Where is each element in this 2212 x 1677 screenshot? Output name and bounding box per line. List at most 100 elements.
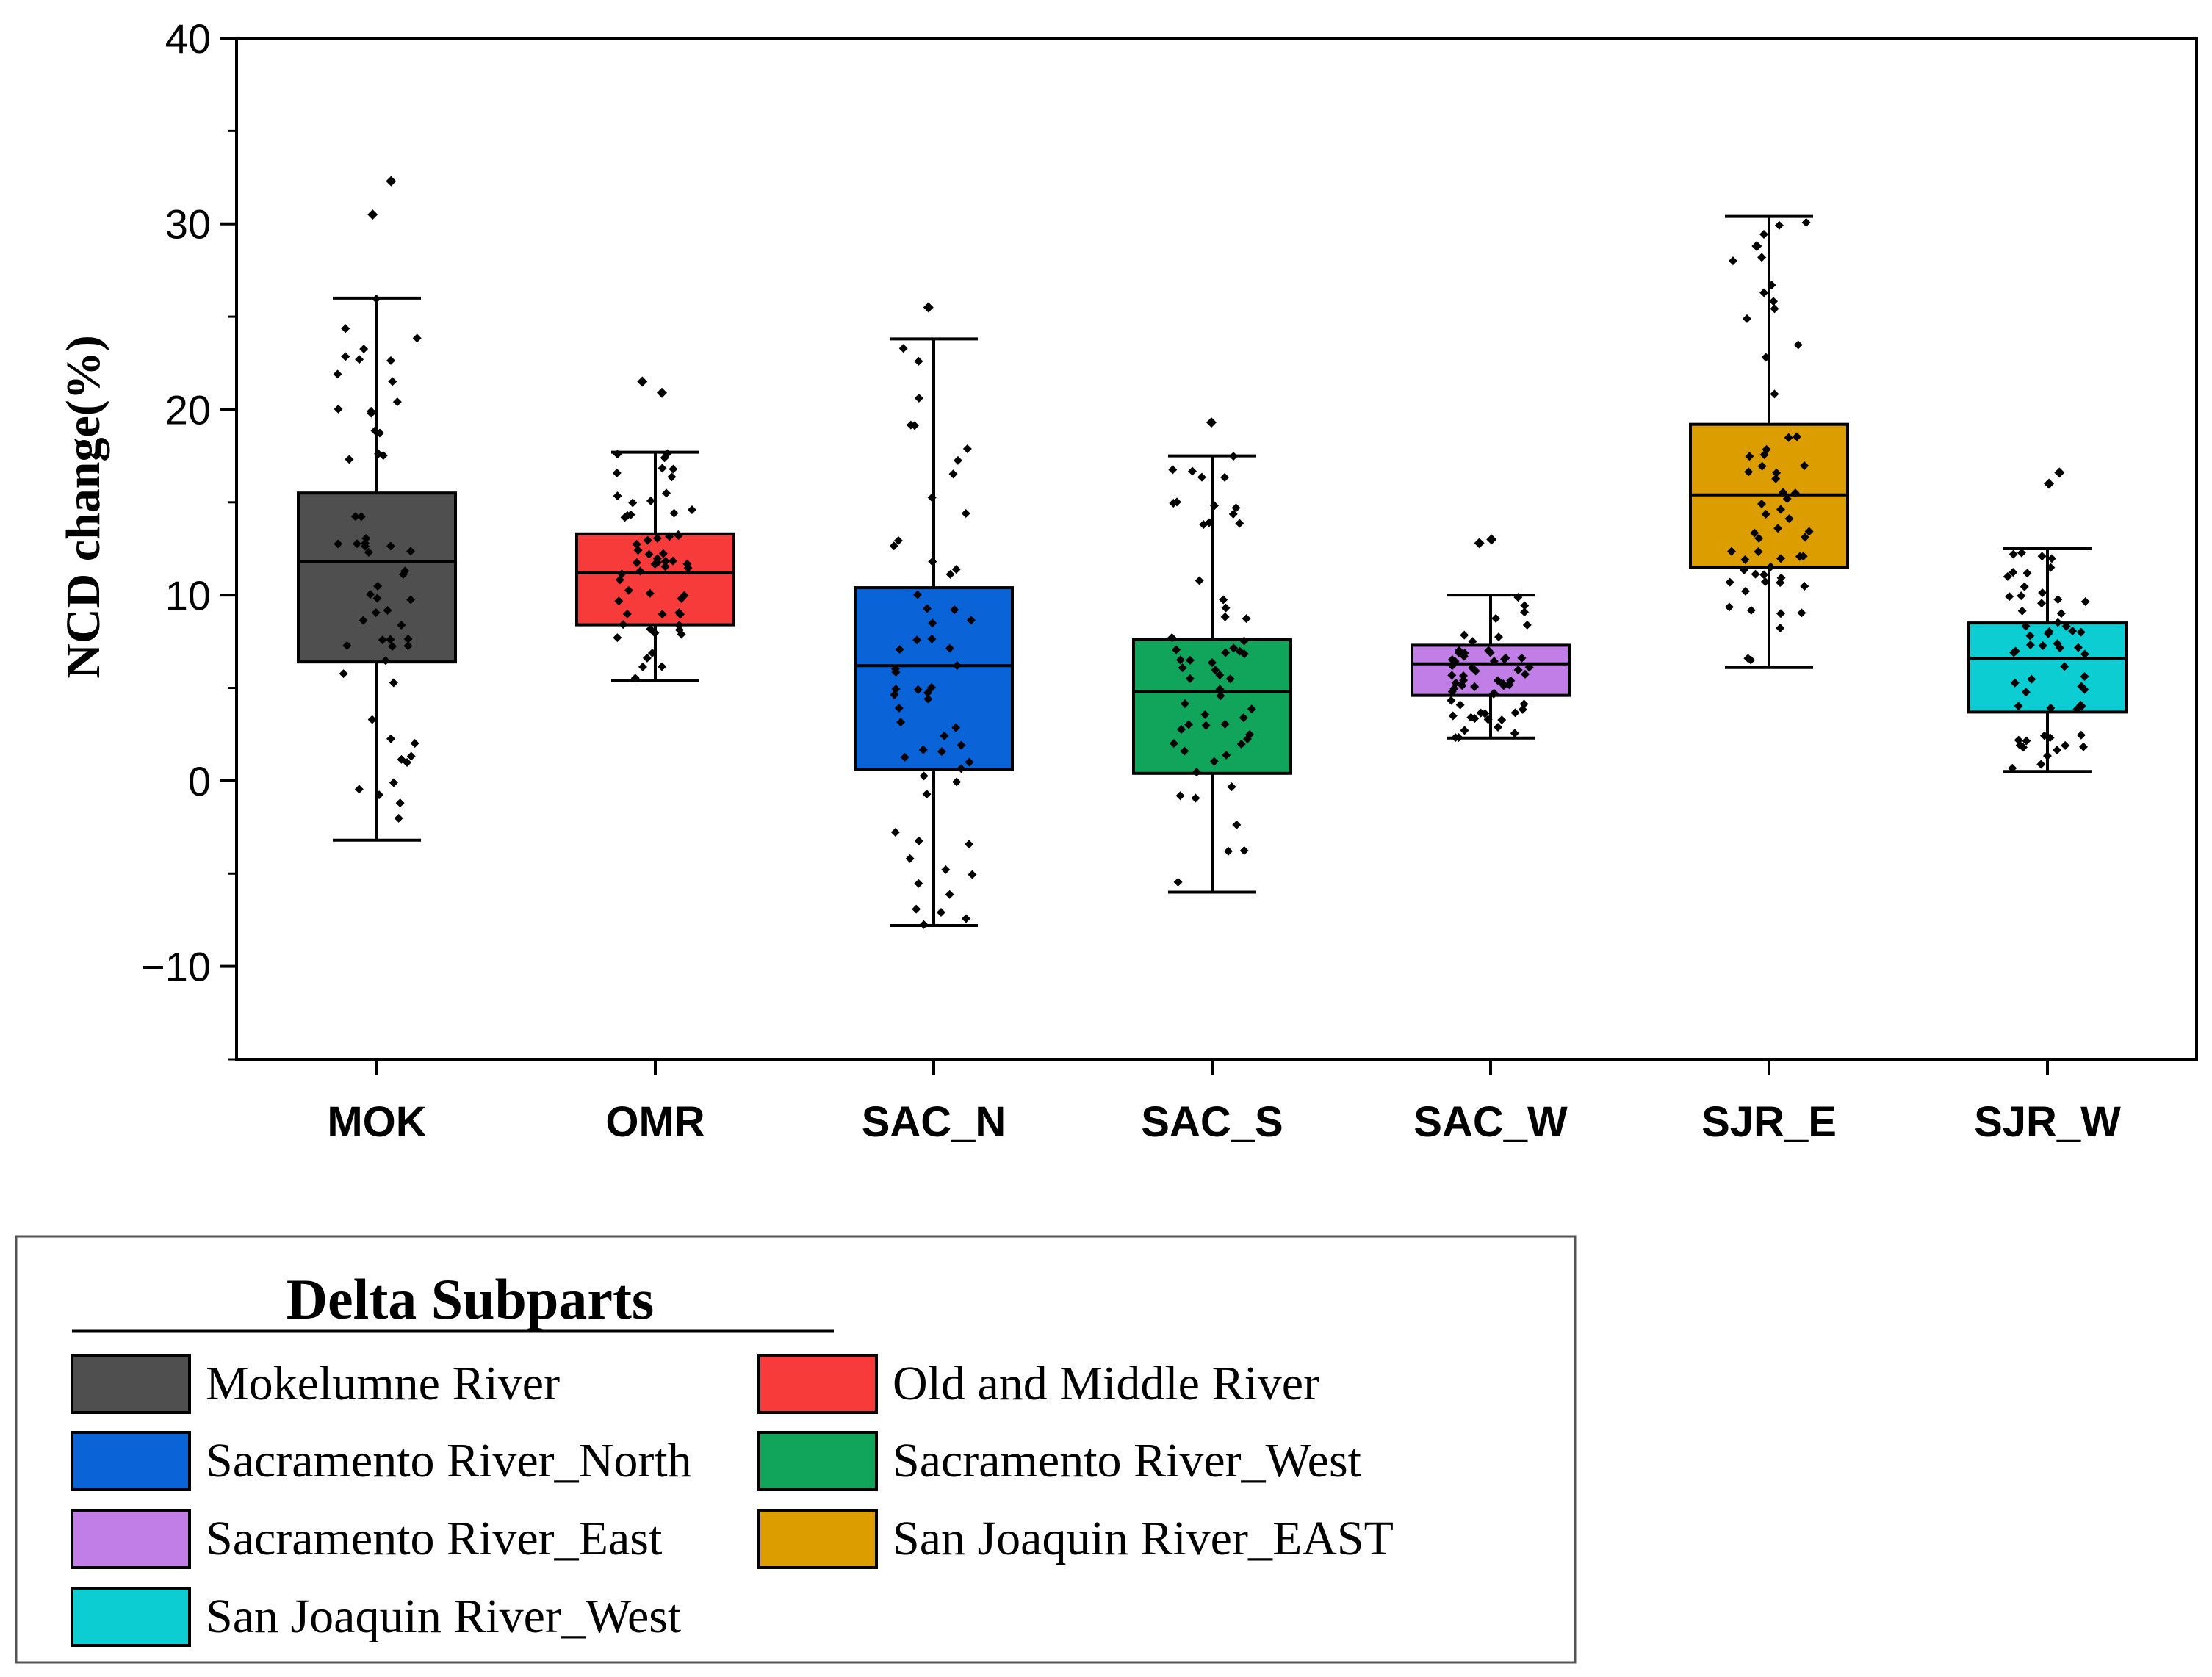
outlier-point — [386, 176, 397, 187]
data-point — [668, 556, 677, 566]
data-point — [2027, 674, 2036, 684]
data-point — [1221, 648, 1231, 657]
data-point — [2025, 631, 2035, 641]
data-point — [2053, 746, 2062, 755]
data-point — [360, 538, 370, 548]
data-point — [403, 634, 413, 643]
data-point — [683, 563, 693, 573]
data-point — [1770, 389, 1779, 399]
data-point — [1447, 671, 1457, 680]
data-point — [341, 324, 350, 333]
data-point — [2022, 569, 2032, 578]
data-point — [961, 508, 970, 518]
data-point — [366, 590, 375, 599]
data-point — [1501, 653, 1510, 663]
data-point — [890, 664, 900, 674]
data-point — [913, 590, 923, 599]
data-point — [2046, 703, 2056, 713]
outlier-point — [2054, 467, 2065, 478]
data-point — [1772, 468, 1782, 477]
data-point — [341, 352, 350, 361]
y-tick-label: 10 — [165, 572, 211, 618]
data-point — [630, 674, 640, 683]
data-point — [918, 745, 928, 754]
data-point — [1510, 708, 1520, 718]
data-point — [406, 547, 416, 556]
data-point — [923, 604, 932, 613]
data-point — [1767, 281, 1776, 290]
data-point — [906, 420, 915, 430]
data-point — [927, 682, 937, 692]
data-point — [2045, 627, 2054, 636]
data-point — [367, 715, 377, 724]
data-point — [680, 591, 689, 600]
data-point — [1524, 663, 1534, 672]
data-point — [927, 634, 937, 643]
box-sjr_e: SJR_E — [1689, 214, 1849, 1146]
data-point — [1236, 740, 1246, 749]
data-point — [1760, 577, 1770, 586]
data-point — [658, 610, 667, 619]
data-point — [1204, 518, 1214, 527]
data-point — [1800, 533, 1809, 542]
data-point — [1776, 623, 1785, 632]
data-point — [952, 661, 962, 671]
data-point — [395, 798, 405, 808]
iqr-box — [854, 586, 1014, 771]
data-point — [1209, 757, 1219, 766]
y-axis-title: NCD change(%) — [57, 335, 110, 678]
outlier-point — [1206, 417, 1217, 428]
data-point — [889, 541, 898, 551]
data-point — [957, 764, 966, 773]
data-point — [1470, 714, 1480, 724]
data-point — [1242, 614, 1251, 624]
data-point — [1220, 612, 1230, 621]
data-point — [1746, 605, 1756, 615]
data-point — [2073, 643, 2083, 652]
data-point — [1210, 501, 1220, 511]
data-point — [1185, 655, 1195, 665]
data-point — [1779, 488, 1788, 497]
data-point — [945, 569, 955, 579]
data-point — [1200, 710, 1210, 719]
data-point — [615, 575, 624, 585]
data-point — [371, 608, 381, 618]
outlier-point — [1474, 538, 1485, 549]
legend-label: Sacramento River_West — [893, 1434, 1361, 1487]
data-point — [966, 616, 976, 625]
data-point — [2060, 662, 2069, 671]
data-point — [2080, 671, 2089, 681]
outlier-point — [656, 387, 667, 398]
data-point — [674, 608, 684, 618]
data-point — [1744, 467, 1754, 477]
outlier-point — [1486, 534, 1497, 545]
y-tick-label: 0 — [188, 758, 211, 804]
data-point — [1739, 565, 1748, 574]
data-point — [392, 397, 402, 407]
data-point — [1726, 547, 1736, 556]
data-point — [936, 907, 945, 917]
data-point — [638, 662, 647, 671]
data-point — [919, 771, 929, 781]
x-tick-label: MOK — [327, 1098, 426, 1146]
data-point — [900, 752, 909, 762]
data-point — [1215, 685, 1225, 694]
plot-area: −10 0 10 20 30 40 MOK OMR SAC_N SAC_S SAC_W SJR_E SJ… — [141, 15, 2198, 1146]
data-point — [1520, 607, 1530, 617]
iqr-box — [1967, 621, 2128, 714]
data-point — [1776, 609, 1786, 618]
box-omr: OMR — [575, 376, 735, 1146]
data-point — [2022, 736, 2031, 746]
data-point — [381, 656, 390, 666]
data-point — [1521, 669, 1530, 679]
data-point — [1743, 654, 1753, 663]
data-point — [642, 653, 652, 663]
data-point — [1757, 500, 1766, 509]
data-point — [386, 734, 396, 743]
data-point — [2072, 704, 2082, 714]
data-point — [1518, 704, 1527, 714]
data-point — [1245, 729, 1255, 739]
data-point — [333, 369, 342, 379]
data-point — [891, 685, 901, 694]
data-point — [2046, 563, 2056, 572]
